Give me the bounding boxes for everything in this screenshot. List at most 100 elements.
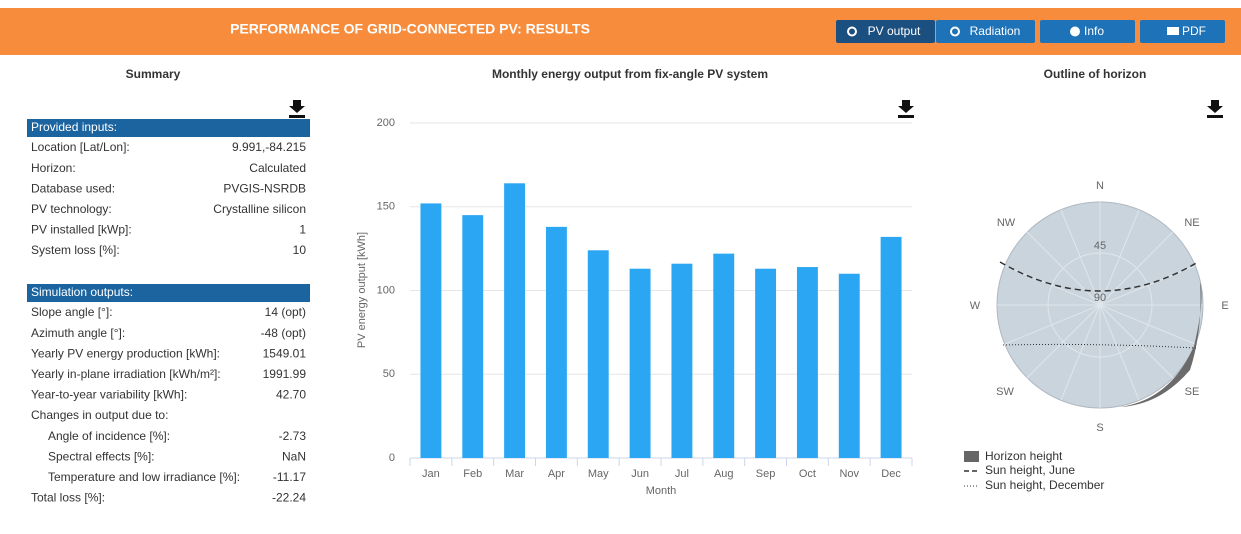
x-tick-label: Sep (756, 468, 776, 480)
row-label: Temperature and low irradiance [%]: (48, 470, 240, 484)
section-header (27, 284, 310, 302)
legend-swatch (964, 451, 979, 462)
eye-icon (950, 26, 960, 37)
download-icon[interactable] (1207, 100, 1223, 118)
bar (838, 273, 860, 458)
row-value: -2.73 (279, 429, 307, 443)
direction-label: SW (996, 386, 1014, 398)
direction-label: E (1221, 300, 1228, 312)
radiation-button[interactable] (936, 20, 1035, 43)
sun-december (1002, 343, 1197, 349)
x-tick-label: Jan (422, 468, 440, 480)
row-label: Database used: (31, 181, 115, 195)
row-label: PV installed [kWp]: (31, 223, 132, 237)
y-tick-label: 50 (383, 368, 395, 380)
x-tick-label: Dec (881, 468, 901, 480)
section-header (27, 119, 310, 137)
chart-title: Monthly energy output from fix-angle PV … (492, 67, 768, 81)
row-label: Spectral effects [%]: (48, 449, 155, 463)
button-label: PDF (1182, 24, 1206, 38)
eye-icon (847, 26, 857, 37)
row-value: 9.991,-84.215 (232, 140, 306, 154)
row-value: NaN (282, 449, 306, 463)
x-axis-label: Month (646, 485, 677, 497)
row-value: 14 (opt) (265, 305, 306, 319)
x-tick-label: Jun (631, 468, 649, 480)
pdf-button[interactable] (1140, 20, 1225, 43)
row-label: Yearly in-plane irradiation [kWh/m²]: (31, 367, 221, 381)
bar (629, 268, 651, 458)
y-tick-label: 0 (389, 452, 395, 464)
bar (462, 215, 484, 458)
horizon-title: Outline of horizon (1044, 67, 1147, 81)
row-label: Total loss [%]: (31, 491, 105, 505)
bar (755, 268, 777, 458)
row-value: Crystalline silicon (213, 202, 306, 216)
row-value: PVGIS-NSRDB (223, 181, 306, 195)
pv-output-button[interactable] (836, 20, 935, 43)
x-tick-label: Jul (675, 468, 689, 480)
legend-label: Sun height, December (985, 478, 1104, 492)
direction-label: NW (997, 217, 1016, 229)
row-label: System loss [%]: (31, 243, 120, 257)
x-tick-label: Apr (548, 468, 565, 480)
row-value: 1991.99 (263, 367, 307, 381)
row-label: Yearly PV energy production [kWh]: (31, 346, 220, 360)
y-tick-label: 150 (377, 201, 395, 213)
bar (880, 236, 902, 458)
x-tick-label: Mar (505, 468, 524, 480)
legend-label: Horizon height (985, 449, 1063, 463)
y-tick-label: 200 (377, 117, 395, 129)
info-icon (1070, 26, 1080, 37)
direction-label: N (1096, 180, 1104, 192)
download-icon[interactable] (898, 100, 914, 118)
row-label: Location [Lat/Lon]: (31, 140, 130, 154)
bar (545, 226, 567, 458)
row-label: Azimuth angle [°]: (31, 326, 125, 340)
section-title: Simulation outputs: (31, 285, 133, 299)
row-value: 42.70 (276, 388, 306, 402)
x-tick-label: Feb (463, 468, 482, 480)
sun-june (999, 261, 1199, 292)
row-value: Calculated (249, 161, 306, 175)
bar (504, 183, 526, 459)
row-value: -22.24 (272, 491, 306, 505)
button-label: PV output (868, 24, 921, 38)
row-label: Year-to-year variability [kWh]: (31, 388, 187, 402)
horizon-chart: N NE E SE S SW W NW 45 90 Horizon height… (964, 180, 1229, 492)
row-value: 1 (299, 223, 306, 237)
direction-label: NE (1184, 217, 1199, 229)
x-tick-label: Aug (714, 468, 734, 480)
header-title: PERFORMANCE OF GRID-CONNECTED PV: RESULT… (230, 21, 590, 37)
summary-title: Summary (126, 67, 181, 81)
radial-grid (997, 202, 1203, 408)
legend-label: Sun height, June (985, 463, 1075, 477)
bar (671, 263, 693, 458)
bar (713, 253, 735, 458)
group-label: Changes in output due to: (31, 408, 168, 422)
info-button[interactable] (1040, 20, 1135, 43)
ring (1047, 252, 1153, 358)
direction-label: W (970, 300, 981, 312)
row-label: PV technology: (31, 202, 112, 216)
bar (796, 267, 818, 458)
download-icon[interactable] (289, 100, 305, 118)
button-label: Info (1084, 24, 1104, 38)
direction-label: S (1096, 422, 1103, 434)
row-label: Horizon: (31, 161, 76, 175)
row-value: 10 (293, 243, 307, 257)
x-tick-label: Oct (799, 468, 816, 480)
print-icon (1167, 27, 1179, 35)
button-label: Radiation (970, 24, 1021, 38)
row-label: Slope angle [°]: (31, 305, 113, 319)
horizon-height (1120, 282, 1202, 407)
toolbar: PV output Radiation Info PDF (836, 20, 1225, 43)
direction-label: SE (1185, 386, 1200, 398)
bar (587, 250, 609, 458)
row-label: Angle of incidence [%]: (48, 429, 170, 443)
row-value: -11.17 (273, 470, 306, 484)
ring-label: 45 (1094, 240, 1106, 252)
x-tick-label: Nov (839, 468, 859, 480)
x-tick-label: May (588, 468, 609, 480)
